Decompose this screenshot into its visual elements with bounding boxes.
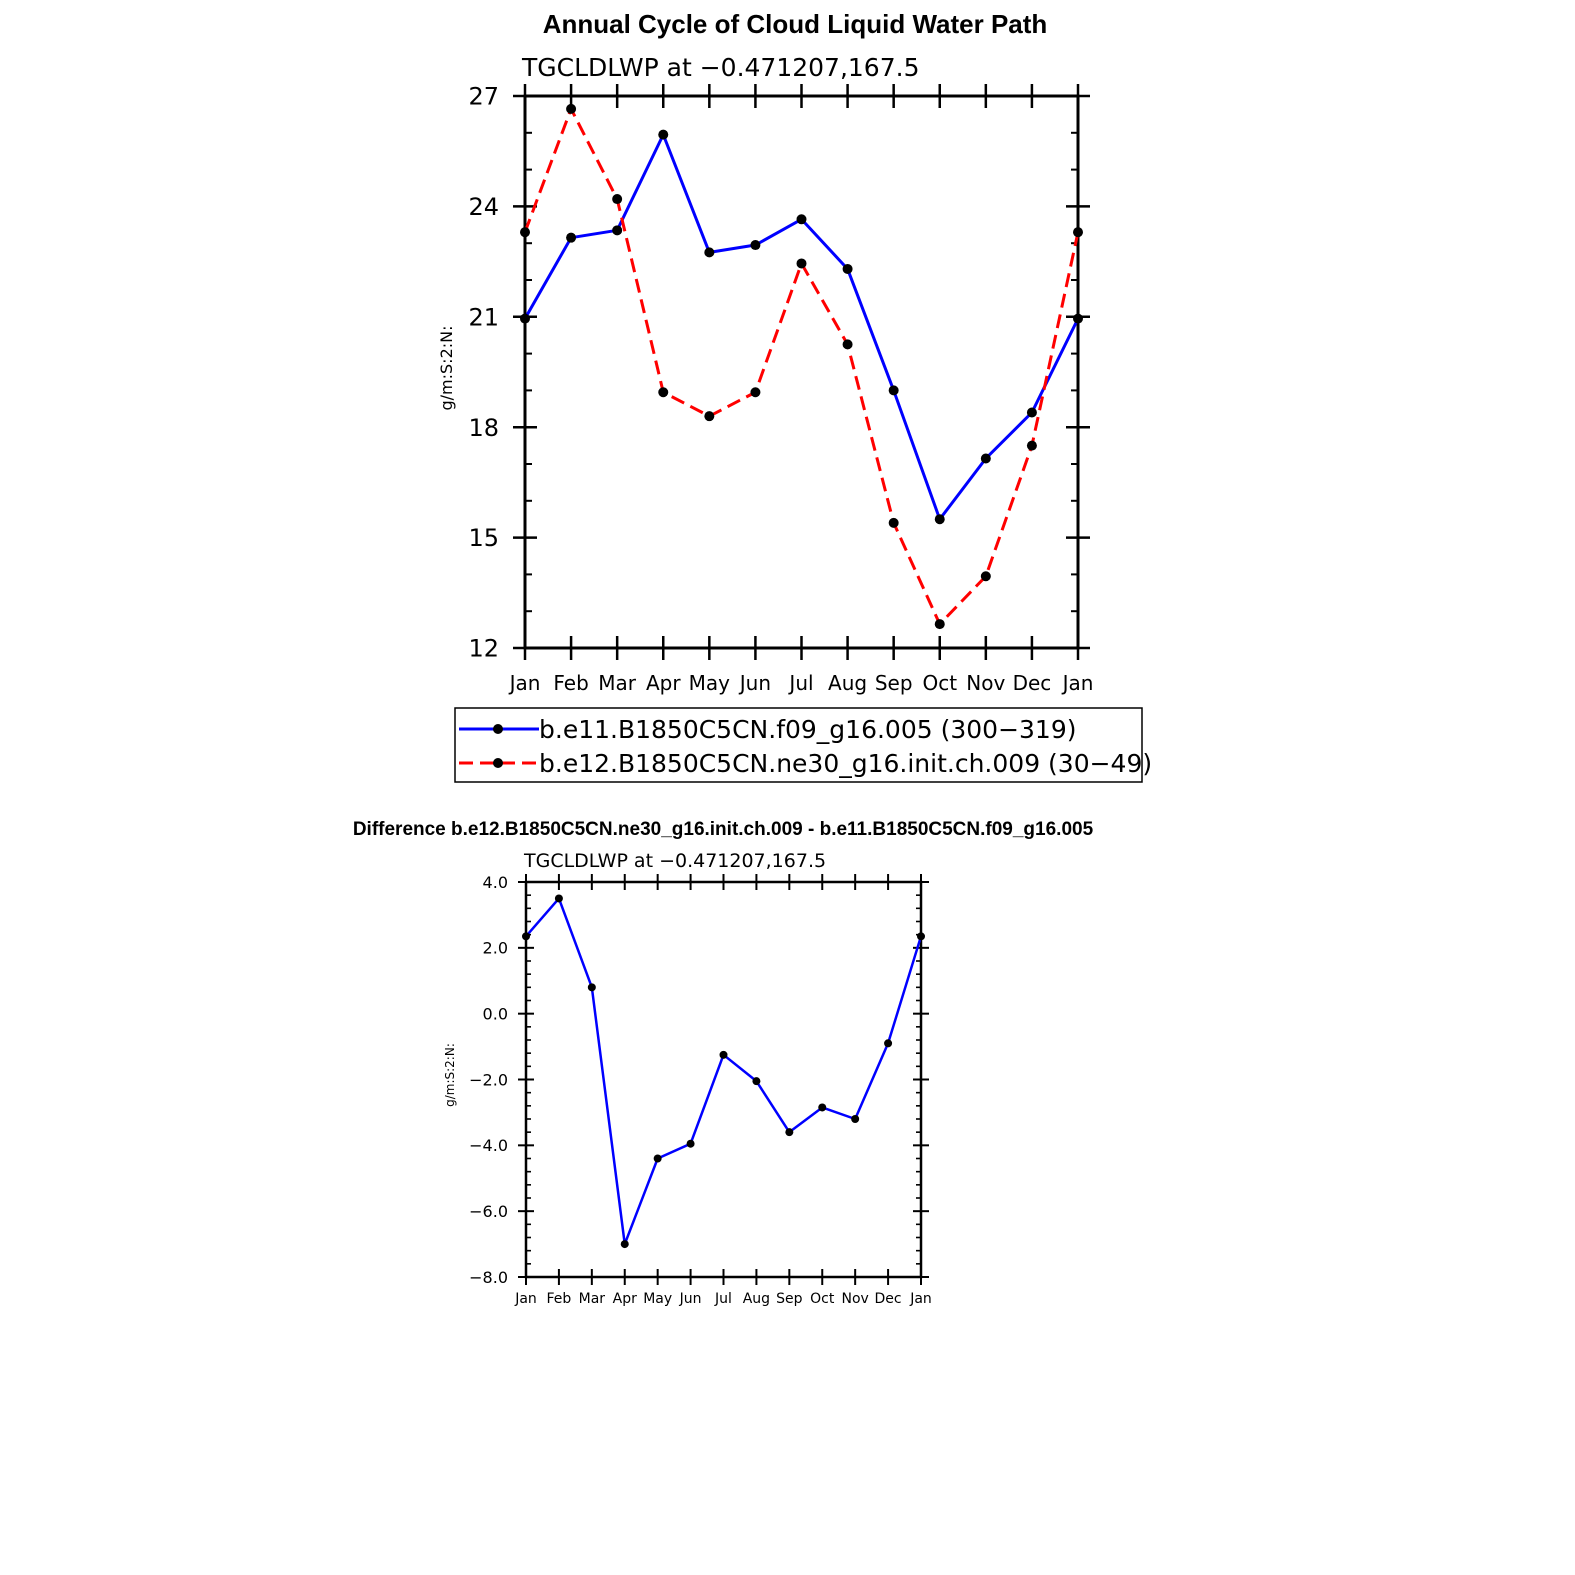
- y-tick-label: 27: [468, 83, 499, 111]
- y-tick-label: 15: [468, 524, 499, 552]
- series-1-point: [884, 1039, 893, 1048]
- series-1-point: [554, 894, 563, 903]
- y-tick-label: 24: [468, 193, 499, 221]
- series-line-2: [523, 107, 1080, 626]
- x-tick-label: May: [643, 1291, 672, 1307]
- legend-marker-series-1: [493, 724, 503, 734]
- difference-title: Difference b.e12.B1850C5CN.ne30_g16.init…: [353, 819, 1094, 840]
- series-1-point: [566, 232, 577, 243]
- x-tick-label: Aug: [743, 1291, 770, 1307]
- series-1-point: [522, 932, 530, 941]
- x-tick-label: Jun: [738, 671, 771, 695]
- series-1-point: [785, 1128, 794, 1137]
- legend-marker-series-2: [493, 758, 503, 768]
- y-axis-label: g/m:S:2:N:: [437, 326, 456, 411]
- x-tick-label: Mar: [598, 671, 637, 695]
- series-1-point: [818, 1103, 827, 1112]
- plot-frame: [524, 880, 923, 1279]
- y-tick-label: −2.0: [469, 1070, 508, 1089]
- difference-subtitle: TGCLDLWP at −0.471207,167.5: [523, 850, 826, 872]
- series-line-1: [525, 897, 923, 1246]
- y-tick-label: 4.0: [483, 873, 508, 892]
- difference-chart: Difference b.e12.B1850C5CN.ne30_g16.init…: [353, 819, 1094, 1307]
- legend-label-series-2: b.e12.B1850C5CN.ne30_g16.init.ch.009 (30…: [539, 749, 1152, 778]
- y-tick-label: −8.0: [469, 1268, 508, 1287]
- series-2-point: [980, 571, 991, 582]
- y-tick-label: 21: [468, 303, 499, 331]
- series-1-point: [1073, 313, 1083, 324]
- x-tick-label: May: [689, 671, 731, 695]
- series-1-point: [719, 1050, 728, 1059]
- x-tick-label: Sep: [875, 671, 913, 695]
- y-tick-label: 0.0: [483, 1004, 508, 1023]
- series-1-point: [653, 1154, 662, 1163]
- series-1-point: [1026, 407, 1037, 418]
- series-1-point: [980, 453, 991, 464]
- series-2-point: [934, 619, 945, 630]
- legend: b.e11.B1850C5CN.f09_g16.005 (300−319) b.…: [454, 707, 1152, 783]
- series-1-point: [888, 385, 899, 396]
- series-line-1: [523, 133, 1080, 521]
- y-tick-label: 18: [468, 414, 499, 442]
- y-tick-label: −6.0: [469, 1202, 508, 1221]
- legend-box: [454, 707, 1143, 783]
- series-1-point: [917, 932, 925, 941]
- x-tick-label: Aug: [828, 671, 867, 695]
- x-tick-label: Mar: [579, 1291, 606, 1307]
- series-2-point: [658, 387, 669, 398]
- series-2-point: [1026, 440, 1037, 451]
- difference-plot-area: Jan Feb Mar Apr May Jun Jul Aug Sep Oct Nov Dec Jan−…: [469, 873, 932, 1307]
- x-tick-label: Jul: [787, 671, 813, 695]
- series-1-point: [658, 129, 669, 140]
- x-tick-label: Dec: [875, 1291, 902, 1307]
- series-2-point: [704, 411, 715, 422]
- series-1-point: [686, 1139, 695, 1148]
- y-tick-label: 12: [468, 635, 499, 663]
- x-tick-label: Jan: [514, 1291, 537, 1307]
- chart-title: Annual Cycle of Cloud Liquid Water Path: [543, 9, 1048, 39]
- x-tick-label: Jun: [679, 1291, 702, 1307]
- x-tick-label: Jan: [1061, 671, 1094, 695]
- plot-area: Jan Feb Mar Apr May Jun Jul Aug Sep Oct Nov Dec Jan 1…: [468, 83, 1093, 695]
- chart-subtitle: TGCLDLWP at −0.471207,167.5: [521, 53, 919, 82]
- x-tick-label: Oct: [810, 1291, 835, 1307]
- x-tick-label: Nov: [842, 1291, 869, 1307]
- annual-cycle-chart: Annual Cycle of Cloud Liquid Water Path …: [437, 9, 1152, 783]
- series-1-point: [750, 240, 761, 251]
- x-tick-label: Jul: [714, 1291, 732, 1307]
- series-1-point: [934, 514, 945, 525]
- y-tick-label: 2.0: [483, 939, 508, 958]
- series-2-point: [842, 339, 853, 350]
- x-tick-label: Jan: [508, 671, 541, 695]
- series-2-point: [612, 194, 623, 205]
- series-1-point: [752, 1077, 761, 1086]
- series-1-point: [520, 313, 530, 324]
- series-1-point: [796, 214, 807, 225]
- x-tick-label: Apr: [646, 671, 681, 695]
- series-1-point: [587, 983, 596, 992]
- series-2-point: [1073, 227, 1083, 238]
- series-1-point: [612, 225, 623, 236]
- x-tick-label: Jan: [909, 1291, 932, 1307]
- x-tick-label: Dec: [1013, 671, 1052, 695]
- series-1-point: [851, 1115, 860, 1123]
- series-1-point: [620, 1240, 629, 1249]
- series-2-point: [888, 517, 899, 528]
- legend-label-series-1: b.e11.B1850C5CN.f09_g16.005 (300−319): [539, 715, 1077, 744]
- x-tick-label: Oct: [922, 671, 957, 695]
- difference-y-axis-label: g/m:S:2:N:: [443, 1043, 457, 1107]
- x-tick-label: Feb: [547, 1291, 572, 1307]
- y-tick-label: −4.0: [469, 1136, 508, 1155]
- x-tick-label: Feb: [553, 671, 588, 695]
- x-tick-label: Nov: [966, 671, 1005, 695]
- x-tick-label: Sep: [776, 1291, 803, 1307]
- series-2-point: [520, 227, 530, 238]
- series-2-point: [750, 387, 761, 398]
- series-2-point: [796, 258, 807, 269]
- x-tick-label: Apr: [613, 1291, 637, 1307]
- series-1-point: [842, 263, 853, 274]
- series-2-point: [566, 103, 577, 114]
- series-1-point: [704, 247, 715, 258]
